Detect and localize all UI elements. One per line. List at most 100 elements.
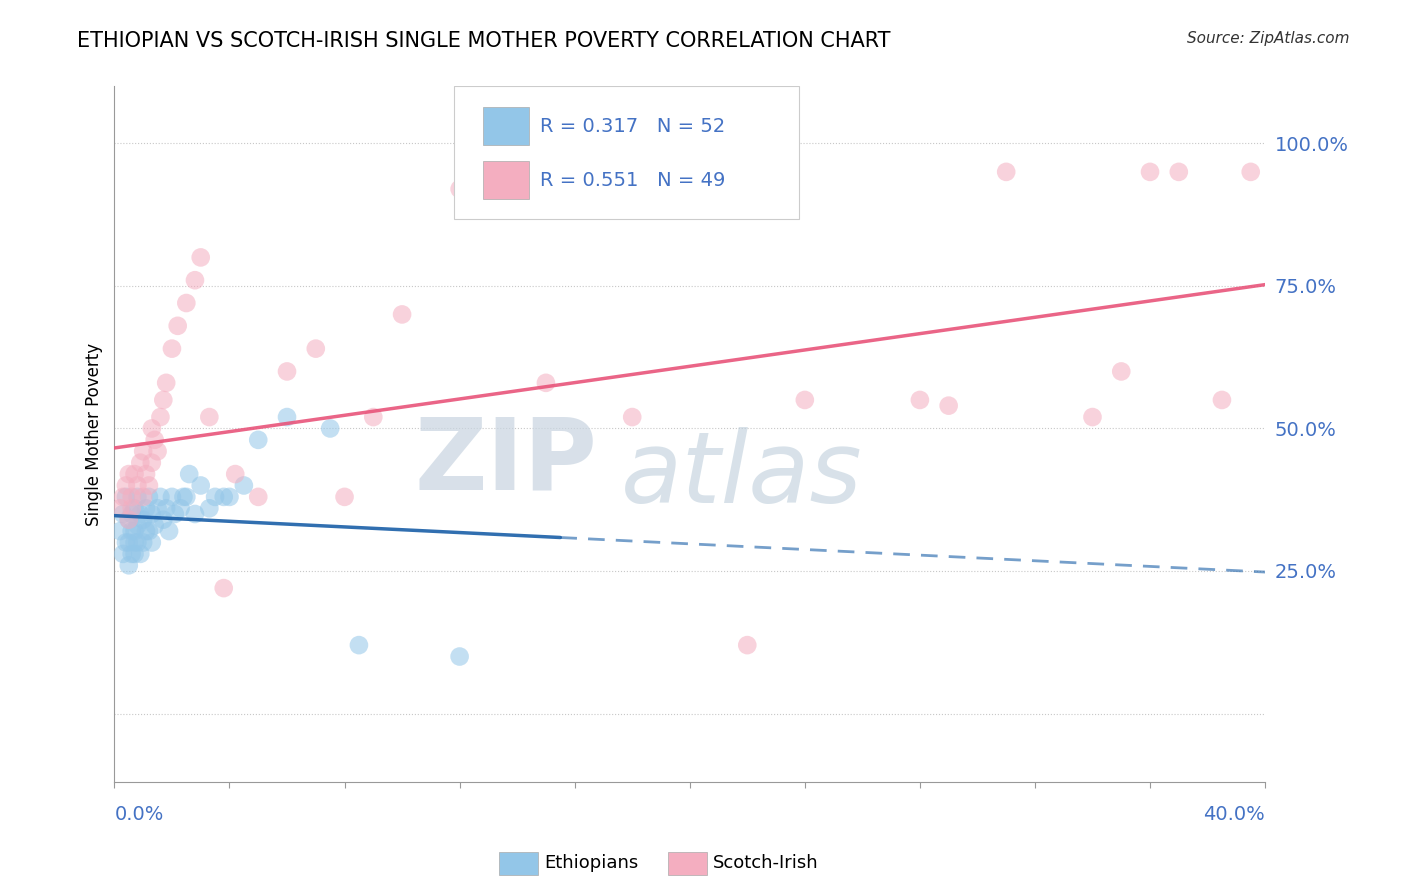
Point (129, 547, 152, 561)
Point (449, 182, 471, 196)
Point (135, 501, 157, 516)
Point (224, 467, 246, 481)
Point (166, 318, 188, 333)
Point (112, 490, 135, 504)
Point (218, 490, 240, 504)
Point (141, 421, 163, 435)
Y-axis label: Single Mother Poverty: Single Mother Poverty (86, 343, 103, 525)
Point (127, 518, 149, 533)
Point (135, 524, 157, 538)
Point (305, 342, 328, 356)
Point (108, 501, 131, 516)
Point (155, 376, 177, 390)
Point (121, 490, 143, 504)
Point (138, 478, 160, 492)
Point (198, 501, 221, 516)
Point (118, 513, 141, 527)
Point (115, 478, 138, 492)
Point (212, 490, 235, 504)
Point (132, 444, 155, 458)
Point (276, 364, 298, 378)
Point (204, 490, 226, 504)
Text: ZIP: ZIP (415, 414, 598, 510)
Text: 0.0%: 0.0% (114, 805, 163, 824)
Point (118, 513, 141, 527)
Point (172, 490, 194, 504)
Point (176, 296, 198, 310)
Point (169, 501, 191, 516)
Text: Source: ZipAtlas.com: Source: ZipAtlas.com (1187, 31, 1350, 46)
Point (124, 524, 146, 538)
Point (621, 410, 644, 425)
Point (247, 490, 270, 504)
Point (138, 490, 160, 504)
Point (735, 638, 758, 652)
Point (347, 638, 370, 652)
Point (124, 467, 146, 481)
Point (1109, 364, 1132, 378)
Point (995, 165, 1018, 179)
Point (793, 392, 815, 407)
Point (141, 535, 163, 549)
Text: 40.0%: 40.0% (1204, 805, 1265, 824)
Point (160, 342, 183, 356)
Point (363, 410, 385, 425)
Point (127, 535, 149, 549)
FancyBboxPatch shape (454, 87, 799, 219)
Point (124, 547, 146, 561)
Point (176, 490, 198, 504)
FancyBboxPatch shape (482, 107, 529, 145)
Point (276, 410, 298, 425)
Point (143, 433, 166, 447)
Point (121, 507, 143, 521)
Point (184, 507, 207, 521)
Point (118, 467, 141, 481)
Point (127, 478, 149, 492)
Point (247, 433, 270, 447)
Point (190, 251, 212, 265)
Point (118, 535, 141, 549)
Point (129, 507, 152, 521)
Point (112, 547, 135, 561)
Point (319, 421, 342, 435)
Point (141, 507, 163, 521)
Point (198, 410, 221, 425)
Point (143, 518, 166, 533)
Point (1211, 392, 1233, 407)
Point (179, 467, 201, 481)
Point (124, 535, 146, 549)
Point (132, 513, 155, 527)
Point (115, 535, 138, 549)
Point (124, 501, 146, 516)
Point (1081, 410, 1104, 425)
Point (121, 547, 143, 561)
Point (160, 490, 183, 504)
Point (163, 507, 186, 521)
Point (132, 490, 155, 504)
Point (184, 273, 207, 287)
Point (1167, 165, 1189, 179)
Point (132, 535, 155, 549)
Text: ETHIOPIAN VS SCOTCH-IRISH SINGLE MOTHER POVERTY CORRELATION CHART: ETHIOPIAN VS SCOTCH-IRISH SINGLE MOTHER … (77, 31, 891, 51)
Point (212, 581, 235, 595)
Point (108, 524, 131, 538)
Point (1139, 165, 1161, 179)
Point (152, 513, 174, 527)
Text: Scotch-Irish: Scotch-Irish (713, 855, 818, 872)
Text: R = 0.317   N = 52: R = 0.317 N = 52 (540, 117, 725, 136)
Point (141, 456, 163, 470)
Point (938, 399, 960, 413)
Point (138, 524, 160, 538)
Point (121, 524, 143, 538)
Point (157, 524, 180, 538)
Point (118, 558, 141, 573)
Point (146, 501, 169, 516)
FancyBboxPatch shape (482, 161, 529, 199)
Point (115, 490, 138, 504)
Text: R = 0.551   N = 49: R = 0.551 N = 49 (540, 170, 725, 190)
Point (149, 490, 172, 504)
Point (146, 444, 169, 458)
Point (333, 490, 356, 504)
Point (129, 456, 152, 470)
Point (155, 501, 177, 516)
